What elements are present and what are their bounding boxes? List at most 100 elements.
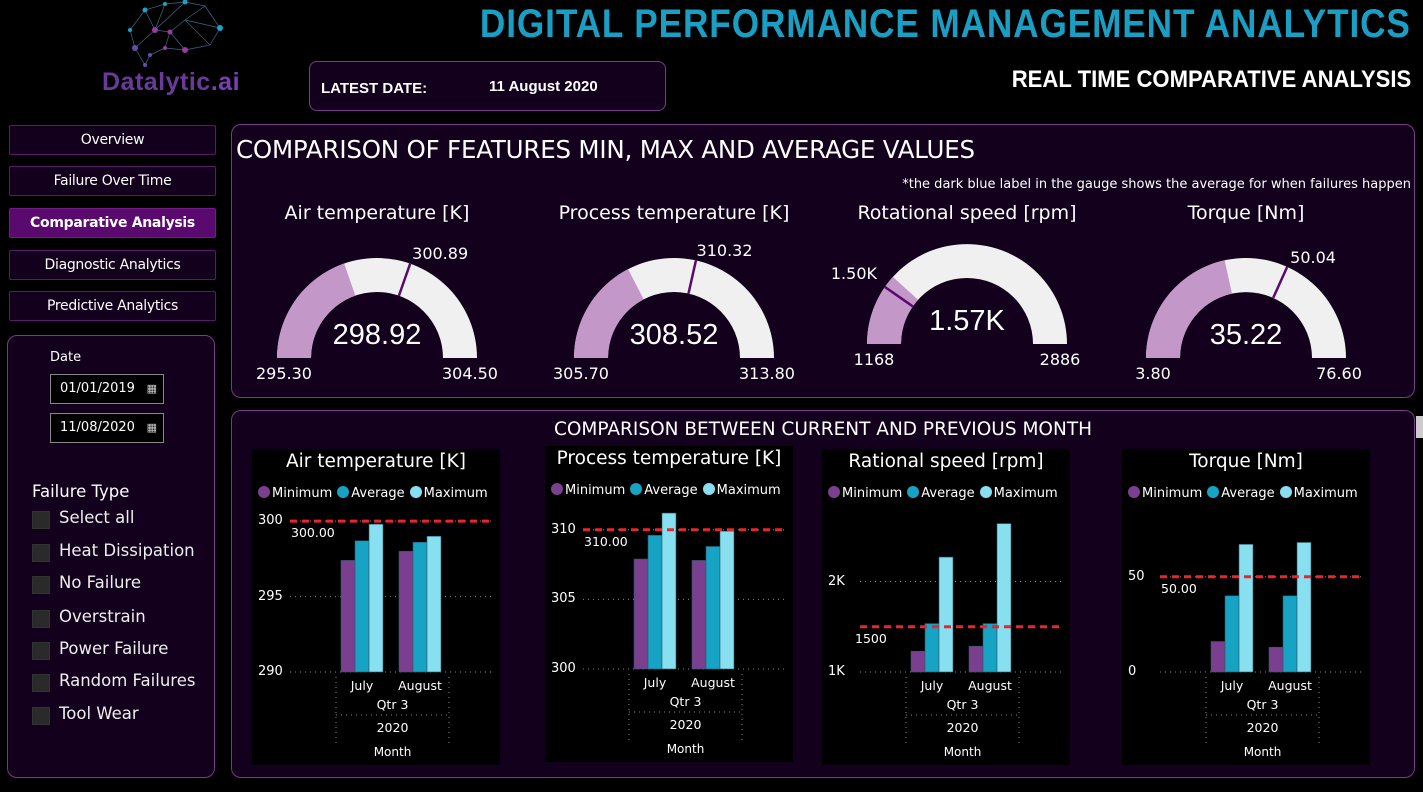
bar-minimum-july[interactable] <box>633 558 649 670</box>
checkbox-heat-dissipation[interactable] <box>32 544 50 562</box>
gauge-value-fill <box>1146 260 1232 358</box>
bar-maximum-august[interactable] <box>1296 542 1312 673</box>
checkbox-tool-wear[interactable] <box>32 707 50 725</box>
checkbox-overstrain[interactable] <box>32 610 50 628</box>
x-group-label: Qtr 3 <box>1246 697 1279 712</box>
calendar-icon[interactable]: ▦ <box>146 421 157 434</box>
legend-dot-icon <box>702 483 715 495</box>
latest-date-label: LATEST DATE: <box>321 80 428 97</box>
reference-label: 310.00 <box>584 533 628 549</box>
gauge-value-fill <box>867 276 919 344</box>
chart-plot <box>1160 542 1362 743</box>
checkbox-label[interactable]: Heat Dissipation <box>59 541 195 560</box>
legend-item-minimum[interactable]: Minimum <box>1128 486 1202 501</box>
bar-maximum-july[interactable] <box>368 523 384 673</box>
checkbox-label[interactable]: Overstrain <box>59 607 146 626</box>
bar-average-july[interactable] <box>1224 595 1240 673</box>
nav-comparative-analysis[interactable]: Comparative Analysis <box>9 208 216 238</box>
x-tick-label: August <box>691 675 735 690</box>
gauge-target-label: 300.89 <box>412 244 469 264</box>
bar-chart-air: Air temperature [K] Minimum Average Maximum… <box>252 449 500 765</box>
legend-item-maximum[interactable]: Maximum <box>702 483 781 498</box>
checkbox-power-failure[interactable] <box>32 642 50 660</box>
date-to-input[interactable]: 11/08/2020 ▦ <box>50 413 164 443</box>
gauge-title-rotational: Rotational speed [rpm] <box>857 202 1077 224</box>
legend-item-maximum[interactable]: Maximum <box>409 486 488 501</box>
checkbox-label[interactable]: Power Failure <box>59 639 169 658</box>
nav-diagnostic-analytics[interactable]: Diagnostic Analytics <box>9 250 216 280</box>
bar-average-august[interactable] <box>1282 595 1298 673</box>
bar-maximum-july[interactable] <box>1238 544 1254 673</box>
bar-maximum-august[interactable] <box>719 530 735 670</box>
legend-dot-icon <box>551 483 563 495</box>
x-tick-label: July <box>1220 678 1244 693</box>
legend-item-maximum[interactable]: Maximum <box>1279 486 1358 501</box>
x-tick-label: July <box>643 675 667 690</box>
checkbox-random-failures[interactable] <box>32 674 50 692</box>
bar-average-august[interactable] <box>412 541 428 673</box>
checkbox-label[interactable]: Random Failures <box>59 671 196 690</box>
legend-item-minimum[interactable]: Minimum <box>828 486 902 501</box>
bar-minimum-august[interactable] <box>398 551 414 673</box>
nav-predictive-analytics[interactable]: Predictive Analytics <box>9 291 216 321</box>
gauge-min-label: 1168 <box>853 350 895 369</box>
checkbox-no-failure[interactable] <box>32 576 50 594</box>
checkbox-label[interactable]: Tool Wear <box>59 704 139 723</box>
legend-item-minimum[interactable]: Minimum <box>551 483 625 498</box>
gauge-title-air: Air temperature [K] <box>284 202 470 224</box>
nav-failure-over-time[interactable]: Failure Over Time <box>9 166 216 196</box>
bar-average-july[interactable] <box>924 623 940 673</box>
checkbox-select-all[interactable] <box>32 511 50 529</box>
x-tick-label: July <box>350 678 374 693</box>
checkbox-label[interactable]: Select all <box>59 508 135 527</box>
x-year-label: 2020 <box>669 717 702 732</box>
gauge-target-marker <box>397 263 412 297</box>
bar-average-july[interactable] <box>354 540 370 673</box>
gauge-value: 35.22 <box>1209 319 1283 351</box>
bar-average-august[interactable] <box>705 546 721 670</box>
calendar-icon[interactable]: ▦ <box>146 382 157 395</box>
gauge-value: 1.57K <box>929 305 1005 337</box>
gauge-min-label: 295.30 <box>256 364 312 383</box>
legend-item-maximum[interactable]: Maximum <box>979 486 1058 501</box>
legend-label: Minimum <box>565 483 626 498</box>
scrollbar[interactable] <box>1416 416 1423 438</box>
x-group-label: Qtr 3 <box>669 694 702 709</box>
x-year-label: 2020 <box>946 720 979 735</box>
bar-maximum-july[interactable] <box>661 512 677 670</box>
legend-label: Maximum <box>716 483 781 498</box>
checkbox-label[interactable]: No Failure <box>59 573 141 592</box>
legend-item-average[interactable]: Average <box>907 486 975 501</box>
gauge-target-marker <box>1272 266 1289 299</box>
chart-legend: Minimum Average Maximum <box>551 483 786 498</box>
nav-overview[interactable]: Overview <box>9 125 216 155</box>
legend-label: Average <box>921 486 975 501</box>
bar-maximum-august[interactable] <box>426 535 442 673</box>
legend-item-average[interactable]: Average <box>1207 486 1275 501</box>
logo-suffix: .ai <box>210 68 241 96</box>
bar-minimum-august[interactable] <box>1268 646 1284 673</box>
bar-maximum-august[interactable] <box>996 523 1012 673</box>
legend-item-minimum[interactable]: Minimum <box>258 486 332 501</box>
bar-chart-process: Process temperature [K] Minimum Average Max… <box>545 446 793 762</box>
bar-average-july[interactable] <box>647 535 663 670</box>
latest-date-card: LATEST DATE: 11 August 2020 <box>309 61 666 111</box>
bar-average-august[interactable] <box>982 623 998 673</box>
bar-minimum-august[interactable] <box>968 645 984 673</box>
bar-maximum-july[interactable] <box>938 556 954 673</box>
legend-item-average[interactable]: Average <box>630 483 698 498</box>
gauge-target-marker <box>884 285 914 308</box>
bar-minimum-july[interactable] <box>340 560 356 673</box>
date-to-value: 11/08/2020 <box>60 420 135 435</box>
x-year-label: 2020 <box>376 720 409 735</box>
legend-item-average[interactable]: Average <box>337 486 405 501</box>
chart-legend: Minimum Average Maximum <box>828 486 1063 501</box>
bar-minimum-july[interactable] <box>910 650 926 673</box>
bar-minimum-august[interactable] <box>691 560 707 670</box>
bar-minimum-july[interactable] <box>1210 641 1226 673</box>
x-axis-title: Month <box>666 742 705 756</box>
y-tick-label: 295 <box>258 588 283 604</box>
x-year-label: 2020 <box>1246 720 1279 735</box>
date-from-input[interactable]: 01/01/2019 ▦ <box>50 374 164 404</box>
gauge-value: 298.92 <box>332 319 422 351</box>
